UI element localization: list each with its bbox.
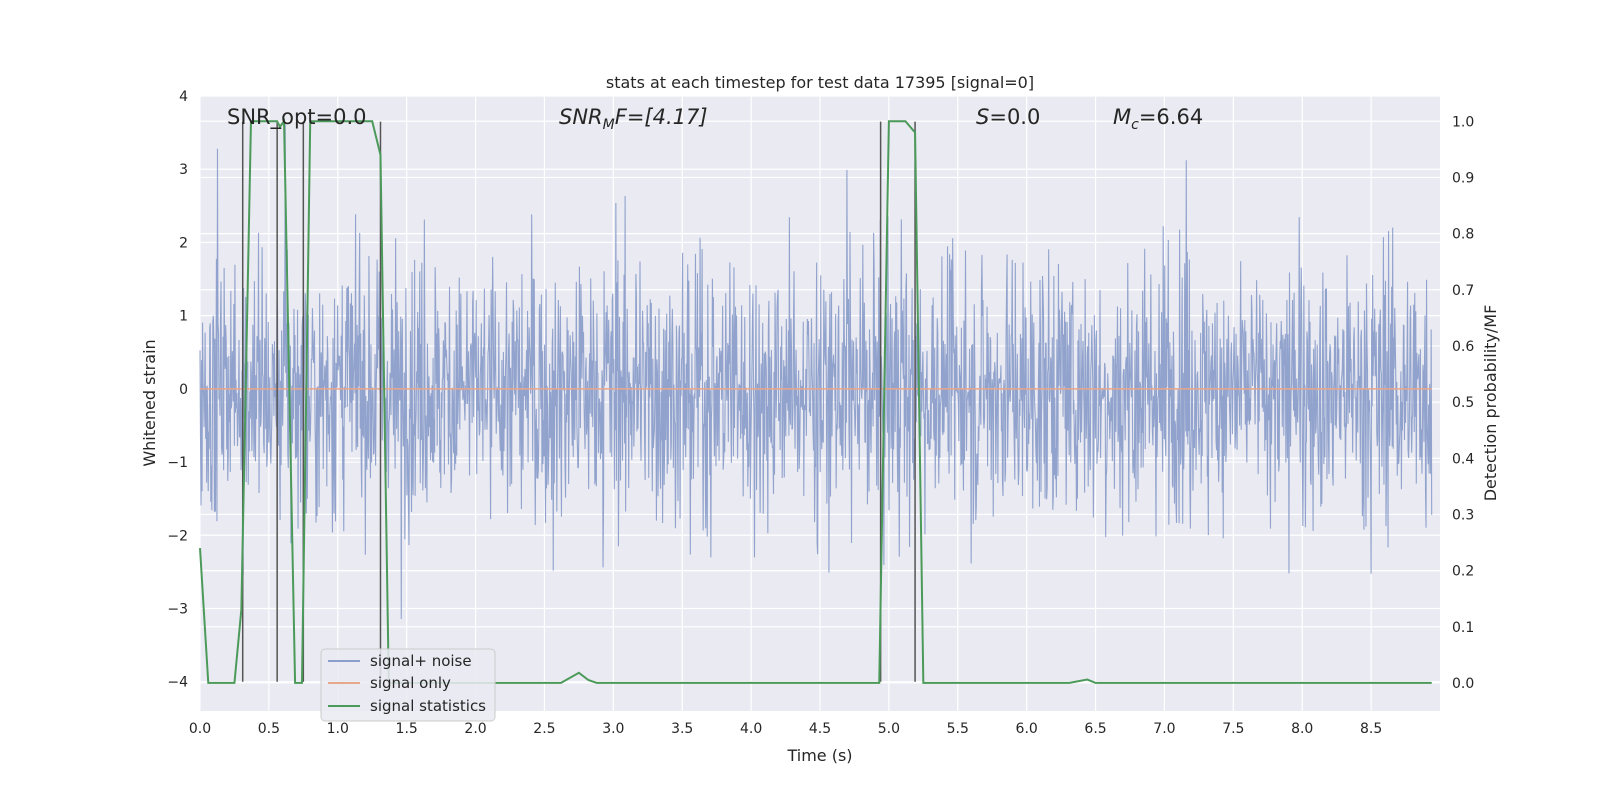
annotation-snr-mf-tail: F=[4.17] [615,105,708,129]
y-tick-label: 0 [179,382,188,398]
legend-label-signal-statistics: signal statistics [370,697,486,715]
y2-tick-label: 0.5 [1452,395,1474,411]
legend-label-signal-noise: signal+ noise [370,652,472,670]
x-tick-label: 6.5 [1084,721,1106,737]
y-tick-label: −4 [167,675,188,691]
x-tick-label: 2.5 [533,721,555,737]
y-axis-ticks: −4 −3 −2 −1 0 1 2 3 4 [167,89,188,691]
noise-trace [199,124,1433,619]
x-tick-label: 0.0 [189,721,211,737]
x-tick-label: 3.0 [602,721,624,737]
y-tick-label: 1 [179,309,188,325]
x-tick-label: 8.0 [1291,721,1313,737]
annotation-mc-italic: M [1113,105,1131,129]
legend-box [320,648,496,722]
y2-axis-ticks: 0.0 0.1 0.2 0.3 0.4 0.5 0.6 0.7 0.8 0.9 1.0 [1452,114,1474,692]
y-tick-label: −3 [167,602,188,618]
annotation-mc: Mc=6.64 [1113,105,1203,133]
annotation-mc-tail: =6.64 [1139,105,1203,129]
x-tick-label: 8.5 [1360,721,1382,737]
y2-tick-label: 0.7 [1452,283,1474,299]
annotation-mc-sub: c [1131,117,1139,133]
x-tick-label: 5.5 [947,721,969,737]
y-tick-label: 4 [179,89,188,105]
x-tick-label: 0.5 [258,721,280,737]
x-tick-label: 2.0 [464,721,486,737]
x-tick-label: 3.5 [671,721,693,737]
y-tick-label: −1 [167,455,188,471]
x-tick-label: 7.0 [1153,721,1175,737]
x-tick-label: 7.5 [1222,721,1244,737]
y-tick-label: 3 [179,162,188,178]
x-tick-label: 6.0 [1016,721,1038,737]
y2-tick-label: 0.8 [1452,227,1474,243]
y2-tick-label: 0.3 [1452,507,1474,523]
y-axis-label: Whitened strain [140,339,159,466]
y2-tick-label: 0.2 [1452,564,1474,580]
annotation-snr-mf: SNRMF=[4.17] [559,105,708,133]
y-tick-label: −2 [167,528,188,544]
annotation-snr-mf-base: SNR [559,105,603,129]
x-axis-ticks: 0.0 0.5 1.0 1.5 2.0 2.5 3.0 3.5 4.0 4.5 5.0 5.5 6.0 6… [189,721,1382,737]
y2-axis-label: Detection probability/MF [1481,305,1500,502]
x-tick-label: 4.0 [740,721,762,737]
legend: signal+ noise signal only signal statist… [320,648,496,722]
annotation-s-tail: =0.0 [989,105,1040,129]
y-tick-label: 2 [179,235,188,251]
series-signal-noise [199,124,1433,619]
y2-tick-label: 0.9 [1452,170,1474,186]
x-tick-label: 1.0 [327,721,349,737]
annotation-s-italic: S [976,105,989,129]
annotation-snr-opt: SNR_opt=0.0 [227,105,367,130]
y2-tick-label: 0.6 [1452,339,1474,355]
y2-tick-label: 0.0 [1452,676,1474,692]
y2-tick-label: 0.4 [1452,451,1474,467]
x-tick-label: 1.5 [396,721,418,737]
chart-title: stats at each timestep for test data 173… [606,73,1034,92]
x-tick-label: 4.5 [809,721,831,737]
x-axis-label: Time (s) [786,746,852,765]
legend-label-signal-only: signal only [370,674,451,692]
annotation-s: S=0.0 [976,105,1040,129]
y2-tick-label: 0.1 [1452,620,1474,636]
y2-tick-label: 1.0 [1452,114,1474,130]
annotation-snr-mf-sub: M [603,117,615,133]
x-tick-label: 5.0 [878,721,900,737]
